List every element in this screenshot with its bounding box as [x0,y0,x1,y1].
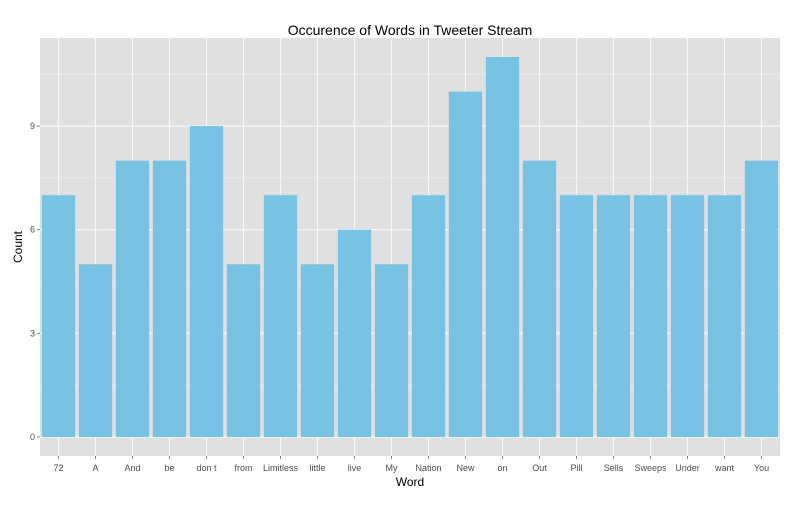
x-tick-label: Sweeps [634,463,667,473]
bars-group [41,57,779,438]
bar-nation [411,195,446,437]
x-tick-label: And [124,463,140,473]
x-tick-label: Pill [570,463,582,473]
x-tick-label: be [164,463,174,473]
x-tick-label: A [92,463,98,473]
bar-sweeps [633,195,668,437]
x-tick-label: You [754,463,769,473]
bar-pill [559,195,594,437]
bar-sells [596,195,631,437]
x-tick-label: don t [196,463,217,473]
bar-72 [41,195,76,437]
x-axis: 72 A And be don t from Limitless little live My Na… [53,456,769,473]
x-tick-label: Under [675,463,700,473]
x-tick-label: Limitless [263,463,299,473]
x-tick-label: little [309,463,325,473]
x-tick-label: want [714,463,735,473]
bar-under [670,195,705,437]
bar-my [374,264,409,437]
bar-and [115,160,150,438]
bar-want [707,195,742,437]
bar-new [448,91,483,437]
bar-don-t [189,126,224,437]
bar-you [744,160,779,438]
x-tick-label: on [497,463,507,473]
x-tick-label: New [456,463,475,473]
x-tick-label: My [386,463,398,473]
y-tick-label: 0 [30,432,35,442]
y-axis: 0 3 6 9 [30,121,40,442]
bar-limitless [263,195,298,437]
y-axis-label: Count [11,230,25,263]
x-tick-label: from [235,463,253,473]
chart-title: Occurence of Words in Tweeter Stream [288,22,533,38]
bar-be [152,160,187,438]
x-axis-label: Word [396,475,424,489]
y-tick-label: 3 [30,328,35,338]
bar-live [337,229,372,437]
y-tick-label: 9 [30,121,35,131]
bar-a [78,264,113,437]
bar-out [522,160,557,438]
x-tick-label: 72 [53,463,63,473]
x-tick-label: Nation [415,463,441,473]
bar-on [485,57,520,437]
y-tick-label: 6 [30,225,35,235]
x-tick-label: live [348,463,362,473]
bar-little [300,264,335,437]
plot-panel [40,38,780,456]
x-tick-label: Out [532,463,547,473]
x-tick-label: Sells [604,463,624,473]
bar-from [226,264,261,437]
